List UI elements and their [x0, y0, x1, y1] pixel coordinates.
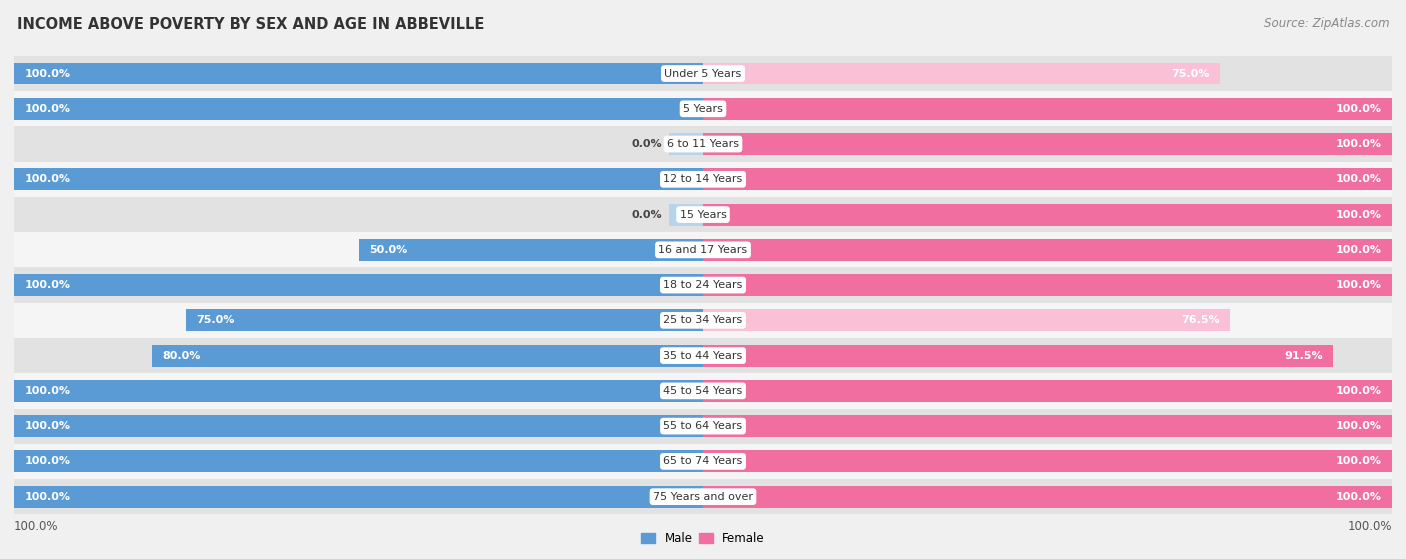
Text: 100.0%: 100.0% — [24, 456, 70, 466]
Text: 16 and 17 Years: 16 and 17 Years — [658, 245, 748, 255]
Bar — [703, 239, 1392, 260]
Bar — [14, 98, 703, 120]
Text: 15 Years: 15 Years — [679, 210, 727, 220]
Bar — [669, 133, 703, 155]
Bar — [703, 310, 1230, 331]
Text: 100.0%: 100.0% — [24, 421, 70, 431]
Bar — [14, 168, 703, 190]
Text: 100.0%: 100.0% — [24, 280, 70, 290]
Text: 76.5%: 76.5% — [1181, 315, 1219, 325]
Text: 18 to 24 Years: 18 to 24 Years — [664, 280, 742, 290]
Text: 100.0%: 100.0% — [1336, 104, 1382, 114]
Bar — [14, 197, 1392, 232]
Text: 100.0%: 100.0% — [24, 492, 70, 501]
Bar — [669, 203, 703, 225]
Text: 50.0%: 50.0% — [368, 245, 408, 255]
Text: 80.0%: 80.0% — [162, 350, 201, 361]
Bar — [152, 345, 703, 367]
Bar — [703, 451, 1392, 472]
Bar — [14, 415, 703, 437]
Bar — [703, 203, 1392, 225]
Text: 100.0%: 100.0% — [1336, 210, 1382, 220]
Text: 91.5%: 91.5% — [1285, 350, 1323, 361]
Text: 75.0%: 75.0% — [1171, 69, 1209, 78]
Legend: Male, Female: Male, Female — [637, 527, 769, 549]
Text: 0.0%: 0.0% — [631, 210, 662, 220]
Text: 100.0%: 100.0% — [1336, 492, 1382, 501]
Bar — [703, 63, 1219, 84]
Text: 100.0%: 100.0% — [1336, 139, 1382, 149]
Text: 100.0%: 100.0% — [1336, 456, 1382, 466]
Text: Source: ZipAtlas.com: Source: ZipAtlas.com — [1264, 17, 1389, 30]
Bar — [14, 451, 703, 472]
Bar — [703, 486, 1392, 508]
Text: INCOME ABOVE POVERTY BY SEX AND AGE IN ABBEVILLE: INCOME ABOVE POVERTY BY SEX AND AGE IN A… — [17, 17, 484, 32]
Text: 100.0%: 100.0% — [24, 386, 70, 396]
Bar — [186, 310, 703, 331]
Text: 55 to 64 Years: 55 to 64 Years — [664, 421, 742, 431]
Text: 6 to 11 Years: 6 to 11 Years — [666, 139, 740, 149]
Bar — [14, 267, 1392, 303]
Text: 35 to 44 Years: 35 to 44 Years — [664, 350, 742, 361]
Text: Under 5 Years: Under 5 Years — [665, 69, 741, 78]
Bar — [14, 373, 1392, 409]
Text: 100.0%: 100.0% — [1336, 245, 1382, 255]
Bar — [14, 126, 1392, 162]
Bar — [14, 274, 703, 296]
Bar — [14, 232, 1392, 267]
Text: 75 Years and over: 75 Years and over — [652, 492, 754, 501]
Bar — [703, 98, 1392, 120]
Text: 25 to 34 Years: 25 to 34 Years — [664, 315, 742, 325]
Bar — [703, 345, 1333, 367]
Text: 100.0%: 100.0% — [24, 69, 70, 78]
Text: 100.0%: 100.0% — [1347, 519, 1392, 533]
Text: 100.0%: 100.0% — [1336, 421, 1382, 431]
Bar — [14, 380, 703, 402]
Bar — [14, 486, 703, 508]
Bar — [703, 274, 1392, 296]
Bar — [14, 91, 1392, 126]
Bar — [14, 303, 1392, 338]
Bar — [703, 415, 1392, 437]
Bar — [14, 162, 1392, 197]
Text: 12 to 14 Years: 12 to 14 Years — [664, 174, 742, 184]
Text: 0.0%: 0.0% — [631, 139, 662, 149]
Text: 100.0%: 100.0% — [24, 174, 70, 184]
Bar — [359, 239, 703, 260]
Bar — [14, 409, 1392, 444]
Text: 5 Years: 5 Years — [683, 104, 723, 114]
Text: 100.0%: 100.0% — [1336, 386, 1382, 396]
Text: 100.0%: 100.0% — [24, 104, 70, 114]
Bar — [703, 168, 1392, 190]
Text: 65 to 74 Years: 65 to 74 Years — [664, 456, 742, 466]
Bar — [14, 338, 1392, 373]
Bar — [14, 479, 1392, 514]
Bar — [14, 63, 703, 84]
Text: 100.0%: 100.0% — [1336, 280, 1382, 290]
Text: 100.0%: 100.0% — [14, 519, 59, 533]
Bar — [14, 56, 1392, 91]
Text: 75.0%: 75.0% — [197, 315, 235, 325]
Bar — [703, 380, 1392, 402]
Bar — [703, 133, 1392, 155]
Text: 45 to 54 Years: 45 to 54 Years — [664, 386, 742, 396]
Text: 100.0%: 100.0% — [1336, 174, 1382, 184]
Bar — [14, 444, 1392, 479]
